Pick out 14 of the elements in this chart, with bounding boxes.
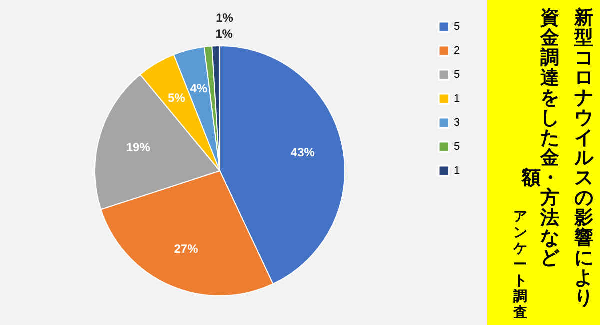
data-label: 1%: [216, 27, 234, 42]
legend-label: 5: [454, 21, 460, 33]
data-label: 19%: [126, 140, 151, 154]
legend-label: 1: [454, 93, 460, 105]
legend-label: 2: [454, 45, 460, 57]
data-label: 1%: [216, 11, 234, 26]
data-label: 27%: [174, 242, 199, 256]
data-label: 5%: [168, 90, 186, 105]
legend-label: 3: [454, 117, 460, 129]
data-label: 4%: [190, 82, 208, 96]
slice-label: 5: [454, 141, 460, 153]
legend-label: 1: [454, 165, 460, 177]
data-label: 43%: [290, 145, 316, 160]
legend-label: 5: [454, 69, 460, 81]
